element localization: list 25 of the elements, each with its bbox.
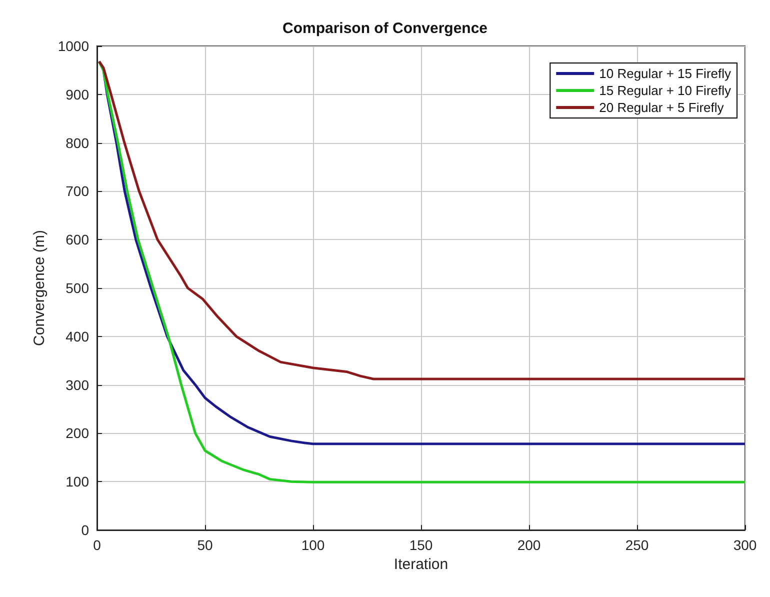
- chart-title: Comparison of Convergence: [282, 20, 488, 37]
- x-tick-label: 150: [409, 537, 433, 553]
- x-tick-label: 0: [93, 537, 102, 553]
- x-tick-label: 300: [733, 537, 757, 553]
- x-tick-label: 100: [301, 537, 325, 553]
- y-tick-label: 200: [66, 425, 90, 442]
- legend-label: 10 Regular + 15 Firefly: [599, 66, 732, 81]
- y-tick-label: 600: [66, 232, 90, 248]
- x-axis-title: Iteration: [394, 556, 448, 573]
- y-tick-label: 400: [66, 328, 90, 344]
- legend-label: 15 Regular + 10 Firefly: [599, 83, 732, 98]
- x-tick-label: 50: [197, 537, 213, 553]
- y-tick-label: 300: [66, 376, 90, 393]
- legend-label: 20 Regular + 5 Firefly: [599, 100, 724, 115]
- y-tick-label: 900: [66, 86, 90, 102]
- x-tick-label: 200: [517, 537, 541, 553]
- y-tick-label: 0: [81, 522, 90, 538]
- y-axis-title: Convergence (m): [30, 230, 48, 346]
- x-tick-label: 250: [625, 537, 649, 553]
- y-tick-label: 1000: [58, 38, 90, 54]
- line-series: [98, 60, 746, 380]
- y-tick-label: 800: [66, 134, 90, 151]
- y-tick-label: 700: [66, 183, 90, 200]
- y-tick-label: 100: [66, 474, 90, 490]
- y-tick-label: 500: [66, 280, 90, 296]
